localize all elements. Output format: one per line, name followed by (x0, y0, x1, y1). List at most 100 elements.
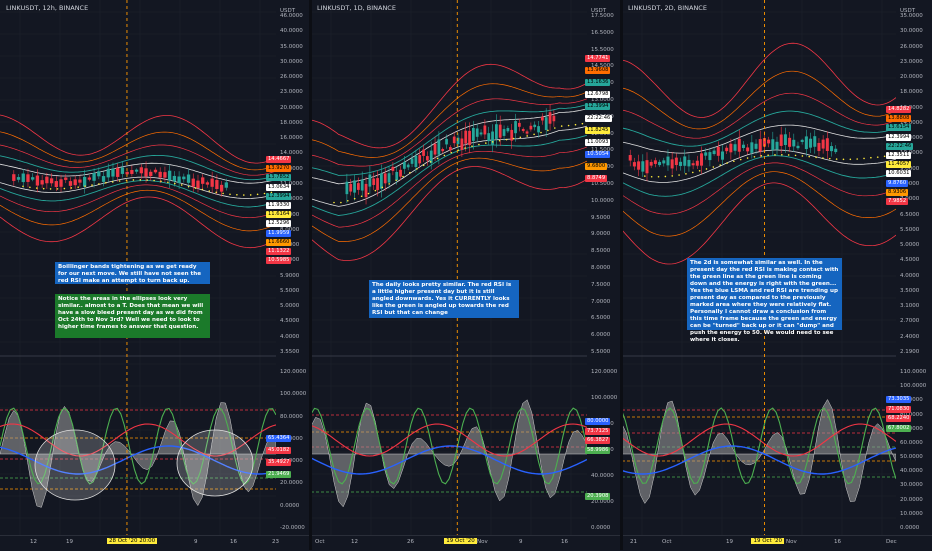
candle (800, 139, 804, 143)
candle (750, 142, 754, 153)
sar-dot (153, 179, 155, 182)
candle (433, 143, 437, 155)
price-tick: 5.0000 (900, 242, 920, 249)
price-axis[interactable]: USDT17.500016.500015.500014.500013.50001… (585, 0, 621, 535)
pane-separator[interactable] (309, 0, 312, 550)
price-tick: 4.5000 (280, 318, 300, 325)
chart-pane-1[interactable]: LINKUSDT, 12h, BINANCE Boillinger bands t… (0, 0, 310, 551)
sar-dot (243, 194, 245, 196)
osc-tick: 120.0000 (280, 369, 307, 375)
price-tick: 3.1000 (900, 303, 920, 310)
price-tick: 5.0000 (280, 303, 300, 310)
candle (59, 179, 63, 187)
candle (167, 170, 172, 181)
price-axis[interactable]: USDT 46.0000 40.0000 35.0000 30.0000 26.0000 2… (266, 0, 310, 535)
annotation-note[interactable]: The 2d is somewhat similar as well. In t… (687, 258, 842, 343)
price-tag: 12.3994 (585, 103, 611, 110)
candle (403, 161, 406, 169)
price-tag: 13.0634 (266, 183, 292, 191)
sar-dot (333, 201, 335, 204)
candle (372, 178, 376, 185)
price-tick: 35.0000 (900, 13, 923, 19)
candle (73, 179, 77, 186)
candle (92, 172, 96, 181)
sar-dot (201, 188, 204, 191)
price-tick: 14.0000 (900, 119, 923, 126)
sar-dot (491, 141, 494, 143)
annotation-note[interactable]: Notice the areas in the ellipses look ve… (55, 294, 210, 338)
pane-separator[interactable] (620, 0, 623, 550)
mid-band-lower (311, 157, 587, 242)
sar-dot (781, 153, 783, 156)
candle (441, 148, 445, 152)
price-tick: 18.0000 (280, 119, 303, 126)
highlight-ellipse[interactable] (176, 429, 254, 497)
red-rsi-line (0, 423, 276, 457)
time-axis[interactable]: Oct 12 26 Nov 9 16 19 Oct '20 (311, 535, 621, 551)
candle (662, 160, 666, 164)
outer-band-lower (622, 182, 896, 265)
candle (380, 173, 383, 189)
osc-tag: 65.4364 (266, 435, 292, 442)
annotation-note[interactable]: The daily looks pretty similar. The red … (369, 280, 519, 318)
chart-canvas[interactable] (0, 0, 276, 535)
sar-dot (478, 143, 480, 146)
candle (733, 144, 737, 151)
candle (548, 112, 552, 124)
sar-dot (70, 187, 73, 189)
sar-dot (229, 193, 231, 196)
teal-band-lower (622, 155, 896, 197)
candle (491, 131, 494, 145)
sar-dot (644, 175, 646, 177)
price-tag: 11.9959 (266, 229, 292, 237)
highlight-ellipse[interactable] (34, 429, 116, 501)
candle (649, 161, 653, 166)
chart-pane-3[interactable]: LINKUSDT, 2D, BINANCE The 2d is somewhat … (622, 0, 932, 551)
candle (87, 177, 92, 180)
outer-band-upper (311, 63, 587, 149)
chart-canvas[interactable] (311, 0, 587, 535)
date-marker-label: 19 Oct '20 (751, 538, 784, 544)
sar-dot (429, 160, 432, 163)
candle (116, 167, 120, 177)
candle (637, 161, 641, 170)
sar-dot (512, 137, 515, 140)
osc-tick: 100.0000 (591, 395, 618, 401)
osc-tick: 60.0000 (280, 435, 303, 442)
sar-dot (657, 175, 660, 178)
mid-band-lower (622, 171, 896, 237)
candle (525, 131, 529, 134)
sar-dot (139, 179, 142, 181)
osc-tick: 100.0000 (900, 383, 927, 390)
osc-tick: 40.0000 (280, 458, 303, 465)
osc-tick: 20.0000 (280, 480, 303, 487)
time-axis[interactable]: 1219Nov9162328 Oct '20 20:00 (0, 535, 310, 551)
osc-tag: 80.0000 (585, 418, 611, 425)
price-tick: 16.0000 (900, 104, 923, 111)
candle (475, 128, 479, 137)
candle (506, 128, 510, 132)
candle (502, 129, 506, 136)
chart-pane-2[interactable]: LINKUSDT, 1D, BINANCE The daily looks pre… (311, 0, 621, 551)
price-tick: 10.0000 (900, 150, 923, 157)
sar-dot (167, 181, 169, 184)
candle (754, 143, 758, 149)
annotation-note[interactable]: Boillinger bands tightening as we get re… (55, 262, 210, 284)
time-axis[interactable]: 21 Oct 19 Nov 16 Dec 19 Oct '20 (622, 535, 932, 551)
blue-lsma-line (311, 445, 587, 475)
price-axis[interactable]: USDT 35.0000 30.0000 26.0000 23.0000 20.0000 1… (886, 0, 932, 535)
osc-tag: 68.2240 (886, 415, 912, 422)
price-tick: 12.0000 (900, 135, 923, 142)
candle (364, 183, 368, 198)
candle (729, 143, 733, 153)
candle (224, 182, 228, 188)
candle (741, 144, 745, 149)
sar-dot (49, 188, 52, 190)
sar-dot (416, 168, 418, 170)
price-tick: 7.5000 (591, 281, 611, 288)
sar-dot (739, 158, 742, 161)
sar-dot (56, 188, 59, 190)
outer-band-upper (622, 42, 896, 118)
sar-dot (815, 156, 817, 159)
candle (487, 133, 491, 142)
